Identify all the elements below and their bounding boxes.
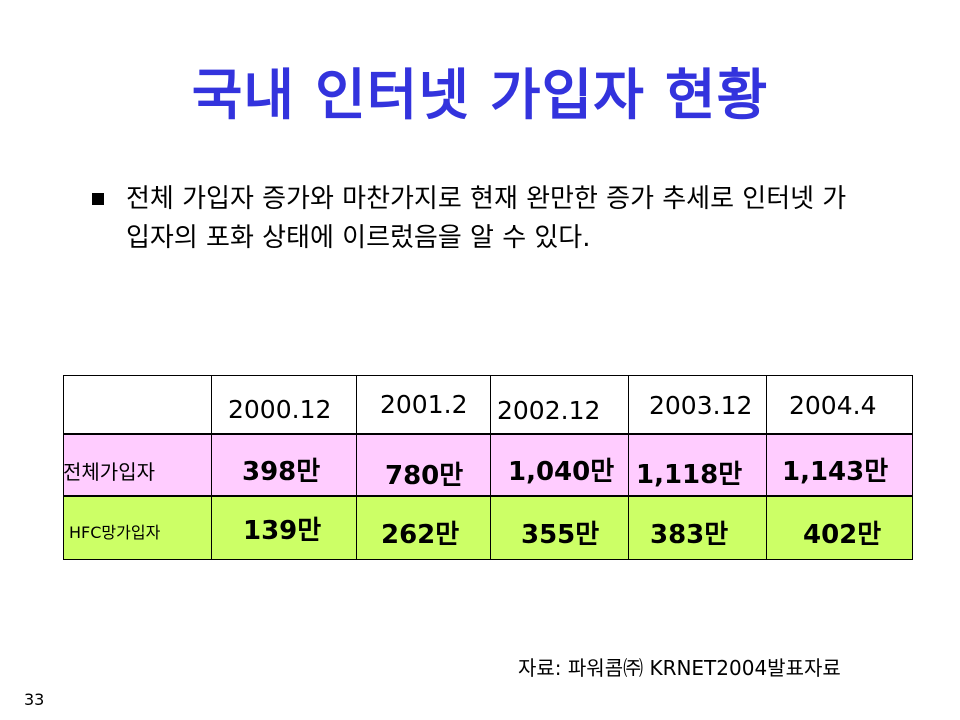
year-header: 2004.4	[789, 391, 877, 420]
bullet-text: 전체 가입자 증가와 마찬가지로 현재 완만한 증가 추세로 인터넷 가입자의 …	[126, 184, 847, 253]
hfc-value: 383만	[650, 520, 729, 550]
total-value: 1,040만	[508, 457, 615, 487]
year-header: 2001.2	[380, 390, 468, 419]
page-number: 33	[24, 690, 45, 709]
total-value: 780만	[385, 461, 464, 491]
column-divider	[766, 375, 767, 560]
total-value: 1,143만	[782, 457, 889, 487]
year-header: 2002.12	[497, 396, 601, 425]
year-header: 2003.12	[649, 391, 753, 420]
table-header-row	[63, 375, 913, 434]
bullet-marker-icon	[92, 193, 104, 205]
row-label-hfc: HFC망가입자	[69, 523, 161, 542]
total-value: 398만	[242, 457, 321, 487]
table-row-hfc	[63, 496, 913, 560]
source-note: 자료: 파워콤㈜ KRNET2004발표자료	[518, 656, 841, 680]
column-divider	[490, 375, 491, 560]
column-divider	[628, 375, 629, 560]
column-divider	[356, 375, 357, 560]
year-header: 2000.12	[228, 395, 332, 424]
hfc-value: 402만	[803, 520, 882, 550]
hfc-value: 262만	[381, 520, 460, 550]
slide-title: 국내 인터넷 가입자 현황	[191, 63, 769, 127]
hfc-value: 355만	[521, 520, 600, 550]
row-label-total: 전체가입자	[63, 460, 155, 484]
hfc-value: 139만	[243, 516, 322, 546]
table-row-total	[63, 434, 913, 496]
column-divider	[211, 375, 212, 560]
total-value: 1,118만	[636, 460, 743, 490]
